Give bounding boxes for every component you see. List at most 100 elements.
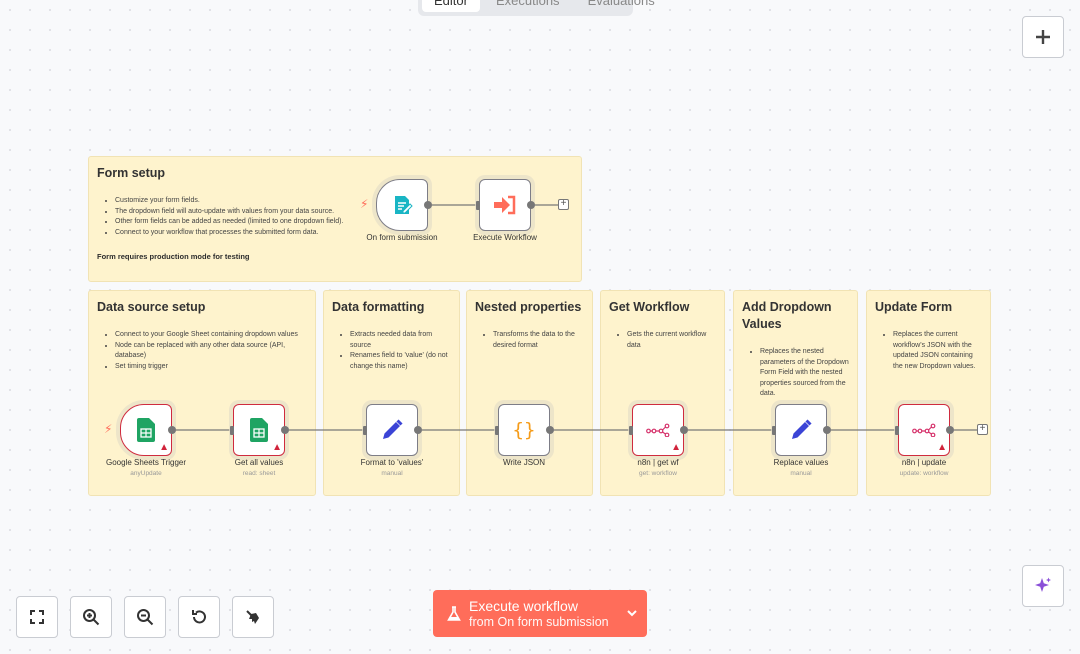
sticky-bullet: Node can be replaced with any other data…	[115, 341, 307, 362]
google-sheets-icon	[250, 418, 268, 442]
input-port[interactable]	[895, 425, 899, 435]
sticky-title: Update Form	[875, 300, 953, 314]
workflow-node[interactable]: ▲	[233, 404, 285, 456]
node-subtitle: anyUpdate	[130, 470, 162, 477]
sticky-note[interactable]: Nested properties Transforms the data to …	[466, 290, 593, 496]
input-port[interactable]	[629, 425, 633, 435]
google-sheets-icon	[137, 418, 155, 442]
sticky-title: Form setup	[97, 166, 166, 180]
input-port[interactable]	[495, 425, 499, 435]
sticky-bullet: Renames field to 'value' (do not change …	[350, 351, 451, 372]
sticky-bullets: Transforms the data to the desired forma…	[475, 330, 584, 351]
sticky-note-text: Form requires production mode for testin…	[97, 252, 250, 261]
node-subtitle: manual	[381, 470, 403, 477]
add-node-button[interactable]	[1022, 16, 1064, 58]
zoom-in-icon	[83, 609, 100, 626]
zoom-in-button[interactable]	[70, 596, 112, 638]
node-subtitle: update: workflow	[899, 470, 949, 477]
sticky-bullet: Extracts needed data from source	[350, 330, 451, 351]
output-port[interactable]	[946, 426, 954, 434]
output-port[interactable]	[281, 426, 289, 434]
output-port[interactable]	[680, 426, 688, 434]
sticky-bullets: Connect to your Google Sheet containing …	[97, 330, 307, 372]
execute-sublabel: from On form submission	[469, 614, 609, 629]
n8n-icon	[646, 423, 670, 437]
sticky-bullet: Other form fields can be added as needed…	[115, 217, 573, 228]
reset-zoom-button[interactable]	[178, 596, 220, 638]
node-label: Format to 'values'	[360, 458, 424, 467]
sticky-title: Nested properties	[475, 300, 582, 314]
plus-icon	[1036, 30, 1050, 44]
sticky-bullet: Customize your form fields.	[115, 196, 573, 207]
workflow-node[interactable]	[376, 179, 428, 231]
tidy-up-button[interactable]	[232, 596, 274, 638]
sparkle-icon	[1035, 577, 1051, 592]
node-label: Google Sheets Trigger	[105, 458, 187, 467]
input-port[interactable]	[230, 425, 234, 435]
warning-icon: ▲	[937, 442, 947, 453]
sticky-bullet: The dropdown field will auto-update with…	[115, 207, 573, 218]
add-next-node-button[interactable]: +	[977, 424, 988, 435]
node-subtitle: get: workflow	[639, 470, 677, 477]
undo-icon	[192, 610, 206, 624]
zoom-out-button[interactable]	[124, 596, 166, 638]
output-port[interactable]	[546, 426, 554, 434]
workflow-node[interactable]	[775, 404, 827, 456]
tab-evaluations[interactable]: Evaluations	[587, 0, 655, 8]
sticky-title: Data source setup	[97, 300, 206, 314]
flask-icon	[447, 605, 461, 621]
workflow-node[interactable]: ▲	[120, 404, 172, 456]
ai-assistant-button[interactable]	[1022, 565, 1064, 607]
sticky-title: Get Workflow	[609, 300, 690, 314]
output-port[interactable]	[414, 426, 422, 434]
node-label: On form submission	[366, 233, 438, 242]
sticky-note[interactable]: Add Dropdown Values Replaces the nested p…	[733, 290, 858, 496]
workflow-node[interactable]	[366, 404, 418, 456]
sticky-bullet: Connect to your workflow that processes …	[115, 228, 573, 239]
sticky-bullet: Transforms the data to the desired forma…	[493, 330, 584, 351]
execute-workflow-button[interactable]: Execute workflow from On form submission	[433, 590, 647, 637]
workflow-node[interactable]: {}	[498, 404, 550, 456]
warning-icon: ▲	[671, 442, 681, 453]
workflow-node[interactable]: ▲	[632, 404, 684, 456]
sticky-bullets: Replaces the nested parameters of the Dr…	[742, 347, 849, 400]
tab-editor[interactable]: Editor	[422, 0, 480, 12]
output-port[interactable]	[527, 201, 535, 209]
broom-icon	[246, 610, 259, 624]
sticky-note[interactable]: Update Form Replaces the current workflow…	[866, 290, 991, 496]
sticky-note[interactable]: Data formatting Extracts needed data from…	[323, 290, 460, 496]
sticky-title: Add Dropdown Values	[742, 300, 832, 331]
sticky-note[interactable]: Data source setup Connect to your Google …	[88, 290, 316, 496]
fit-view-button[interactable]	[16, 596, 58, 638]
node-label: Write JSON	[502, 458, 546, 467]
workflow-node[interactable]	[479, 179, 531, 231]
form-icon	[391, 194, 413, 216]
trigger-bolt-icon: ⚡︎	[104, 422, 113, 436]
svg-text:{}: {}	[513, 419, 536, 441]
input-port[interactable]	[772, 425, 776, 435]
sticky-bullet: Gets the current workflow data	[627, 330, 716, 351]
fullscreen-icon	[30, 610, 44, 624]
tab-executions[interactable]: Executions	[495, 0, 560, 8]
sticky-bullets: Customize your form fields.The dropdown …	[97, 196, 573, 238]
chevron-down-icon[interactable]	[627, 610, 637, 617]
view-tabs: Editor Executions Evaluations	[418, 0, 655, 16]
output-port[interactable]	[823, 426, 831, 434]
workflow-node[interactable]: ▲	[898, 404, 950, 456]
warning-icon: ▲	[159, 442, 169, 453]
input-port[interactable]	[363, 425, 367, 435]
node-label: Execute Workflow	[473, 233, 537, 242]
sticky-note[interactable]: Get Workflow Gets the current workflow da…	[600, 290, 725, 496]
zoom-out-icon	[137, 609, 154, 626]
input-port[interactable]	[476, 200, 480, 210]
output-port[interactable]	[424, 201, 432, 209]
sticky-bullet: Connect to your Google Sheet containing …	[115, 330, 307, 341]
sticky-bullets: Replaces the current workflow's JSON wit…	[875, 330, 982, 372]
output-port[interactable]	[168, 426, 176, 434]
add-next-node-button[interactable]: +	[558, 199, 569, 210]
sticky-bullets: Gets the current workflow data	[609, 330, 716, 351]
n8n-icon	[912, 423, 936, 437]
node-label: n8n | update	[901, 458, 947, 467]
code-braces-icon: {}	[512, 419, 536, 441]
